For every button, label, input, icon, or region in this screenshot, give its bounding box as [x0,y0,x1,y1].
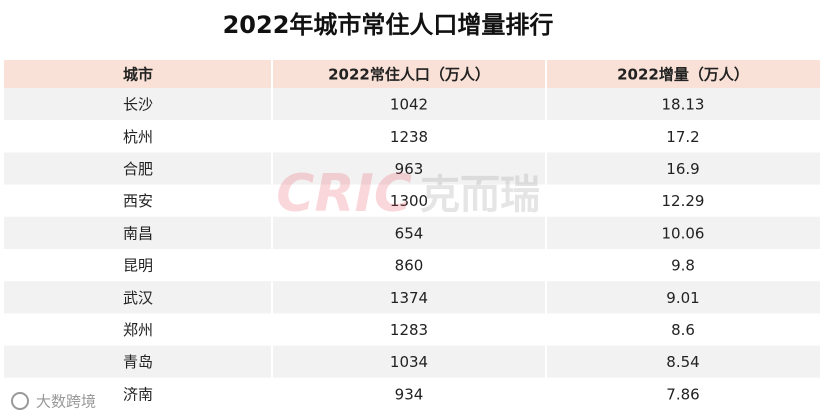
cell: 16.9 [666,160,699,178]
title: 2022年城市常住人口增量排行 [223,11,554,39]
cell: 昆明 [123,257,153,275]
row-bg [4,120,820,153]
cell: 郑州 [123,321,153,339]
header-cell: 2022常住人口（万人） [328,66,490,84]
row-bg [4,216,820,249]
watermark-source: 大数跨境 [36,393,96,411]
cell: 18.13 [662,96,705,114]
cell: 8.54 [666,353,699,371]
watermark-logo: CRIC [276,164,412,224]
cell: 南昌 [123,224,153,242]
cell: 济南 [123,385,153,403]
cell: 1034 [390,353,428,371]
cell: 1238 [390,128,428,146]
header-row [4,60,820,88]
row-bg [4,184,820,217]
row-bg [4,152,820,185]
cell: 8.6 [671,321,695,339]
watermark-brand: 克而瑞 [420,172,540,218]
cell: 10.06 [662,224,705,242]
cell: 合肥 [123,160,153,178]
table: 城市 2022常住人口（万人） 2022增量（万人） 长沙 1042 18.13 杭州 123… [4,60,820,410]
row-bg [4,313,820,346]
cell: 654 [395,224,424,242]
row-bg [4,249,820,282]
cell: 青岛 [123,353,153,371]
cell: 17.2 [666,128,699,146]
row-bg [4,377,820,410]
cell: 杭州 [123,128,153,146]
cell: 12.29 [662,192,705,210]
cell: 1374 [390,289,428,307]
cell: 9.01 [666,289,699,307]
cell: 1283 [390,321,428,339]
cell: 963 [395,160,424,178]
cell: 西安 [123,192,153,210]
row-bg [4,88,820,121]
header-cell: 2022增量（万人） [617,66,749,84]
cell: 7.86 [666,385,699,403]
row-bg [4,281,820,314]
watermark-icon [11,392,29,410]
cell: 934 [395,385,424,403]
cell: 1042 [390,96,428,114]
cell: 860 [395,257,424,275]
cell: 1300 [390,192,428,210]
cell: 武汉 [123,289,153,307]
cell: 9.8 [671,257,695,275]
header-cell: 城市 [123,66,153,84]
row-bg [4,345,820,378]
cell: 长沙 [123,96,153,114]
